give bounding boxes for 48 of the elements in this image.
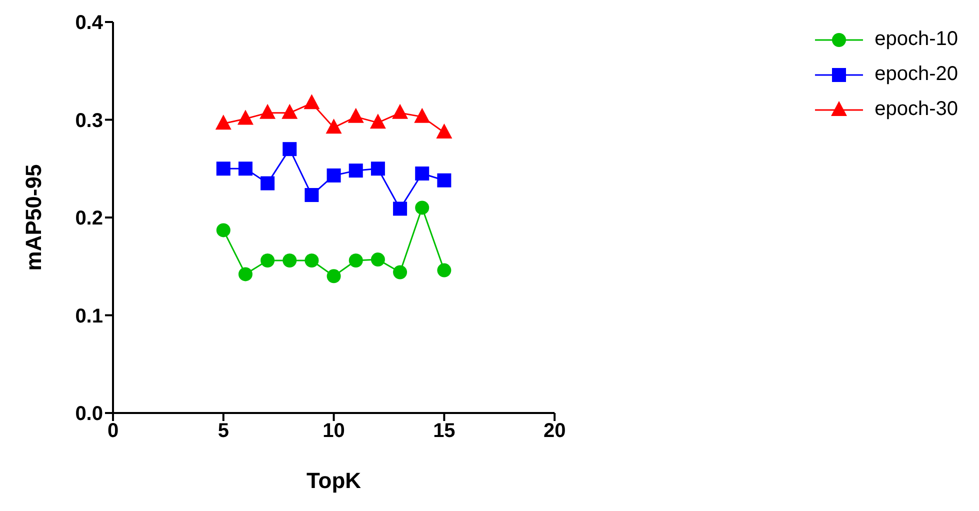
y-tick-label: 0.0 (75, 403, 103, 426)
point (415, 166, 430, 181)
point (348, 254, 363, 268)
legend-label: epoch-10 (874, 28, 958, 51)
point (370, 162, 385, 176)
point (326, 118, 342, 134)
x-tick-label: 5 (218, 420, 229, 442)
point (260, 176, 275, 190)
x-axis-title: TopK (306, 468, 362, 493)
point (216, 223, 230, 238)
point (436, 123, 452, 138)
point (216, 162, 230, 176)
legend-label: epoch-20 (874, 63, 958, 86)
point (260, 104, 276, 119)
point (304, 94, 320, 110)
point (304, 188, 319, 202)
point (392, 104, 408, 119)
point (348, 164, 363, 178)
legend-label: epoch-30 (874, 98, 958, 121)
y-tick-label: 0.2 (75, 208, 103, 230)
point (282, 142, 297, 156)
point (260, 254, 275, 268)
point (237, 110, 254, 125)
point (238, 162, 252, 176)
point (370, 114, 386, 129)
point (393, 202, 408, 216)
point (238, 267, 252, 282)
point (215, 114, 232, 130)
x-tick-label: 0 (107, 420, 119, 442)
point (415, 200, 430, 215)
point (348, 108, 364, 123)
y-tick-label: 0.3 (75, 110, 103, 132)
point (304, 254, 319, 268)
point (326, 168, 341, 182)
point (437, 263, 452, 278)
x-tick-label: 20 (543, 420, 566, 442)
y-tick-label: 0.4 (75, 12, 104, 34)
point (437, 173, 452, 188)
point (326, 269, 341, 284)
x-tick-label: 10 (322, 420, 345, 442)
point (370, 252, 385, 267)
y-axis-title: mAP50-95 (20, 164, 46, 271)
point (414, 108, 430, 123)
point (282, 104, 298, 119)
y-tick-label: 0.1 (75, 305, 103, 328)
x-tick-label: 15 (433, 420, 456, 442)
point (282, 254, 297, 268)
point (393, 265, 408, 280)
